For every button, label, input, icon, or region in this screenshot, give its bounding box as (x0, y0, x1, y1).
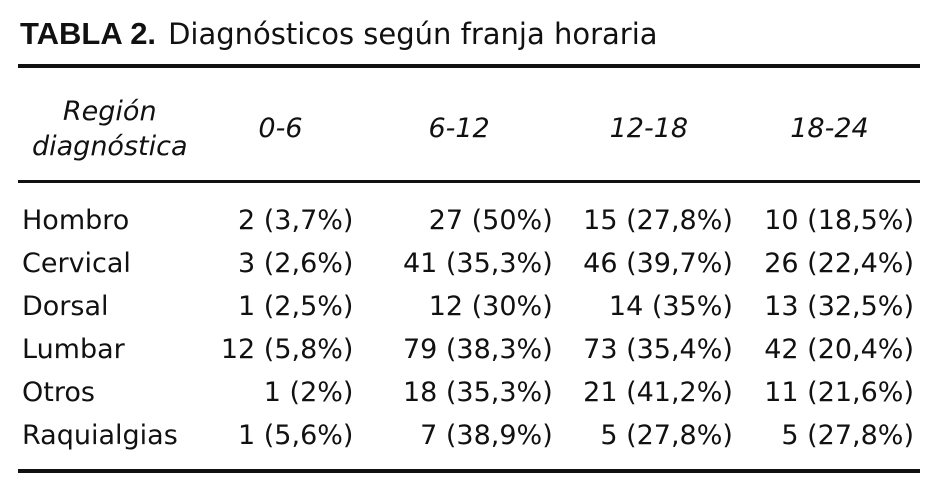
table-cell: 5 (27,8%) (600, 420, 733, 451)
table-row: Hombro 2 (3,7%) 27 (50%) 15 (27,8%) 10 (18,5… (18, 182, 920, 243)
table-head: Región diagnóstica 0-6 6-12 12-18 18-24 (18, 78, 920, 183)
table-row: Lumbar 12 (5,8%) 79 (38,3%) 73 (35,4%) 42 (2… (18, 328, 920, 371)
table-cell: 1 (5,6%) (238, 420, 354, 451)
table-cell: 13 (32,5%) (764, 291, 914, 322)
table-cell: 46 (39,7%) (583, 248, 733, 279)
table-cell: 41 (35,3%) (402, 248, 553, 279)
table-cell: 3 (2,6%) (238, 248, 354, 279)
row-label: Cervical (22, 248, 131, 279)
table-cell: 10 (18,5%) (764, 205, 914, 236)
column-header: 12-18 (558, 78, 739, 183)
row-label: Otros (22, 377, 95, 408)
table-cell: 14 (35%) (608, 291, 733, 322)
table-cell: 15 (27,8%) (583, 205, 733, 236)
table-title: TABLA 2. Diagnósticos según franja horari… (20, 16, 658, 52)
table-row: Otros 1 (2%) 18 (35,3%) 21 (41,2%) 11 (21,6%… (18, 371, 920, 414)
row-label: Lumbar (22, 334, 125, 365)
table-cell: 1 (2%) (263, 377, 354, 408)
table-cell: 27 (50%) (428, 205, 553, 236)
row-label: Dorsal (22, 291, 109, 322)
column-header: Región diagnóstica (18, 78, 202, 183)
table-cell: 79 (38,3%) (402, 334, 553, 365)
table-body: Hombro 2 (3,7%) 27 (50%) 15 (27,8%) 10 (18,5… (18, 182, 920, 472)
table-cell: 26 (22,4%) (764, 248, 914, 279)
table-cell: 5 (27,8%) (781, 420, 914, 451)
table-cell: 21 (41,2%) (583, 377, 733, 408)
table-cell: 73 (35,4%) (583, 334, 733, 365)
table-cell: 11 (21,6%) (764, 377, 914, 408)
row-label: Raquialgias (22, 420, 178, 451)
table-row: Raquialgias 1 (5,6%) 7 (38,9%) 5 (27,8%) 5 (… (18, 414, 920, 471)
table-cell: 12 (5,8%) (220, 334, 354, 365)
table-label: TABLA 2. (20, 16, 157, 51)
table-cell: 42 (20,4%) (764, 334, 914, 365)
row-label: Hombro (22, 205, 130, 236)
table-row: Dorsal 1 (2,5%) 12 (30%) 14 (35%) 13 (32,5%) (18, 285, 920, 328)
table-cell: 18 (35,3%) (402, 377, 553, 408)
column-header: 0-6 (201, 78, 360, 183)
table-row: Cervical 3 (2,6%) 41 (35,3%) 46 (39,7%) 26 (… (18, 242, 920, 285)
table-cell: 12 (30%) (428, 291, 553, 322)
table-cell: 7 (38,9%) (420, 420, 553, 451)
table-cell: 1 (2,5%) (238, 291, 354, 322)
column-header: 6-12 (359, 78, 559, 183)
header-row: Región diagnóstica 0-6 6-12 12-18 18-24 (18, 78, 920, 183)
table: Región diagnóstica 0-6 6-12 12-18 18-24 Homb… (18, 78, 920, 473)
top-rule (18, 64, 920, 68)
table-caption: Diagnósticos según franja horaria (168, 17, 658, 51)
column-header: 18-24 (738, 78, 920, 183)
table-cell: 2 (3,7%) (238, 205, 354, 236)
